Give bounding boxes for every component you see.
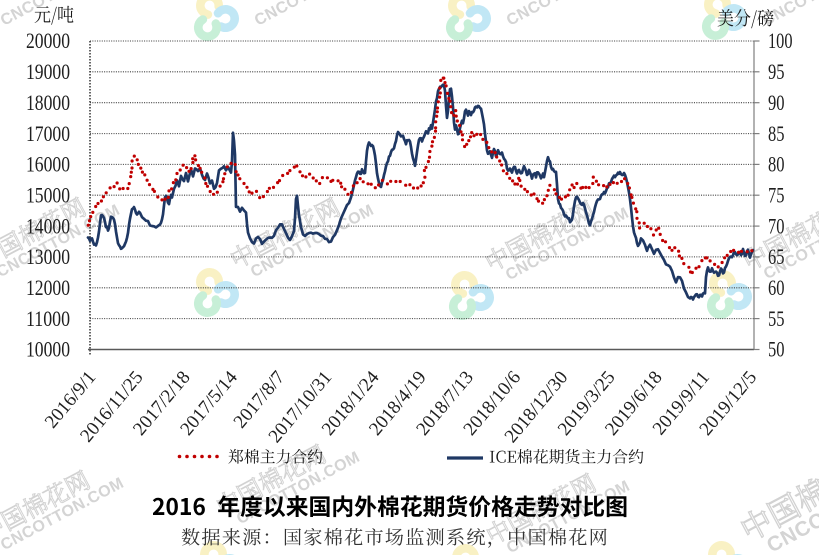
svg-text:60: 60 (768, 275, 785, 300)
svg-text:75: 75 (768, 182, 785, 207)
svg-text:50: 50 (768, 337, 785, 362)
svg-text:10000: 10000 (26, 337, 70, 362)
svg-text:14000: 14000 (26, 213, 70, 238)
svg-text:100: 100 (768, 28, 793, 53)
svg-text:80: 80 (768, 152, 785, 177)
svg-text:95: 95 (768, 59, 785, 84)
svg-text:55: 55 (768, 306, 785, 331)
svg-text:13000: 13000 (26, 244, 70, 269)
svg-text:90: 90 (768, 90, 785, 115)
svg-text:11000: 11000 (26, 306, 70, 331)
svg-text:17000: 17000 (26, 121, 70, 146)
svg-text:16000: 16000 (26, 152, 70, 177)
svg-text:19000: 19000 (26, 59, 70, 84)
svg-text:65: 65 (768, 244, 785, 269)
svg-text:20000: 20000 (26, 28, 70, 53)
svg-text:18000: 18000 (26, 90, 70, 115)
svg-text:70: 70 (768, 213, 785, 238)
svg-text:85: 85 (768, 121, 785, 146)
svg-text:12000: 12000 (26, 275, 70, 300)
svg-text:15000: 15000 (26, 182, 70, 207)
